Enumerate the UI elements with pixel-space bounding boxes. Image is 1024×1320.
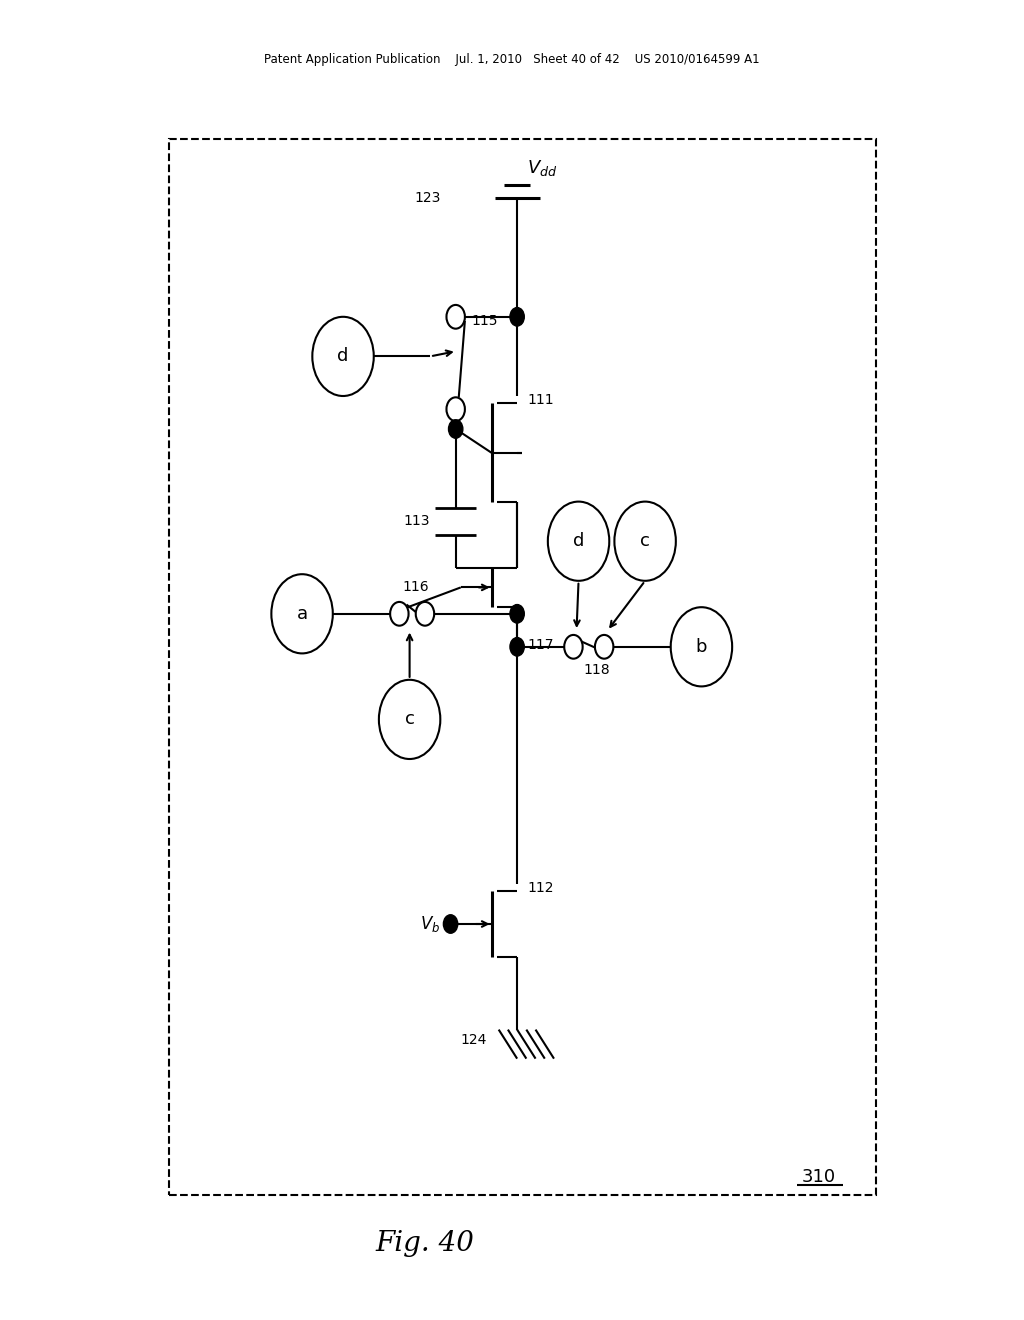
Circle shape xyxy=(548,502,609,581)
Circle shape xyxy=(312,317,374,396)
Text: 116: 116 xyxy=(402,579,429,594)
Text: a: a xyxy=(297,605,307,623)
Circle shape xyxy=(416,602,434,626)
Text: 113: 113 xyxy=(403,515,430,528)
Text: 118: 118 xyxy=(584,663,610,677)
Circle shape xyxy=(379,680,440,759)
Text: 124: 124 xyxy=(460,1034,486,1047)
Text: Patent Application Publication    Jul. 1, 2010   Sheet 40 of 42    US 2010/01645: Patent Application Publication Jul. 1, 2… xyxy=(264,53,760,66)
Text: c: c xyxy=(640,532,650,550)
Text: 310: 310 xyxy=(802,1168,837,1187)
Circle shape xyxy=(449,420,463,438)
Circle shape xyxy=(510,308,524,326)
Circle shape xyxy=(390,602,409,626)
Text: c: c xyxy=(404,710,415,729)
Text: 117: 117 xyxy=(527,638,554,652)
Text: d: d xyxy=(337,347,349,366)
Circle shape xyxy=(446,397,465,421)
Circle shape xyxy=(595,635,613,659)
Circle shape xyxy=(271,574,333,653)
Circle shape xyxy=(564,635,583,659)
Circle shape xyxy=(614,502,676,581)
Text: b: b xyxy=(695,638,708,656)
Text: d: d xyxy=(572,532,585,550)
Text: 111: 111 xyxy=(527,393,554,407)
Circle shape xyxy=(671,607,732,686)
Text: $V_{dd}$: $V_{dd}$ xyxy=(527,158,558,178)
Text: 115: 115 xyxy=(471,314,498,327)
Circle shape xyxy=(446,305,465,329)
Text: 112: 112 xyxy=(527,882,554,895)
Text: $V_b$: $V_b$ xyxy=(420,913,440,935)
Circle shape xyxy=(510,605,524,623)
Circle shape xyxy=(443,915,458,933)
Circle shape xyxy=(510,638,524,656)
Text: 123: 123 xyxy=(414,191,440,205)
Text: Fig. 40: Fig. 40 xyxy=(376,1230,474,1257)
